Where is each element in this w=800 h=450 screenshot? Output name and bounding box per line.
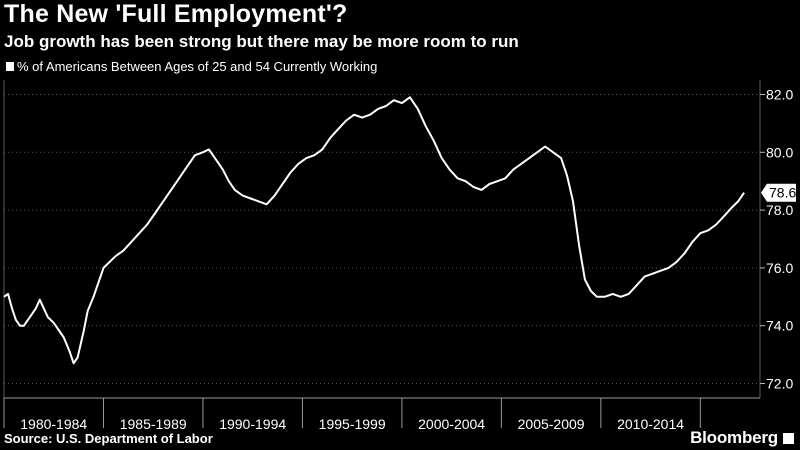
legend-swatch [6,62,14,71]
x-tick-label: 1990-1994 [219,416,286,432]
y-tick-label: 72.0 [766,376,793,392]
x-tick-label: 2010-2014 [617,416,684,432]
y-tick-label: 76.0 [766,260,793,276]
source-note: Source: U.S. Department of Labor [4,431,213,446]
legend: % of Americans Between Ages of 25 and 54… [6,59,377,74]
x-tick-label: 1980-1984 [20,416,87,432]
brand-mark-icon [783,433,794,444]
legend-label: % of Americans Between Ages of 25 and 54… [17,59,378,74]
series-line [3,96,745,365]
chart-subtitle: Job growth has been strong but there may… [4,32,519,51]
y-tick-label: 82.0 [766,86,793,102]
chart-title: The New 'Full Employment'? [4,0,348,28]
x-tick-label: 1985-1989 [120,416,187,432]
y-tick-label: 80.0 [766,144,793,160]
y-tick-label: 74.0 [766,318,793,334]
brand-logo-text: Bloomberg [690,428,778,447]
y-tick-label: 78.0 [766,202,793,218]
last-value-label: 78.6 [769,185,796,201]
x-tick-label: 2000-2004 [418,416,485,432]
last-value-badge [761,183,796,202]
x-tick-label: 2005-2009 [518,416,585,432]
x-tick-label: 1995-1999 [319,416,386,432]
